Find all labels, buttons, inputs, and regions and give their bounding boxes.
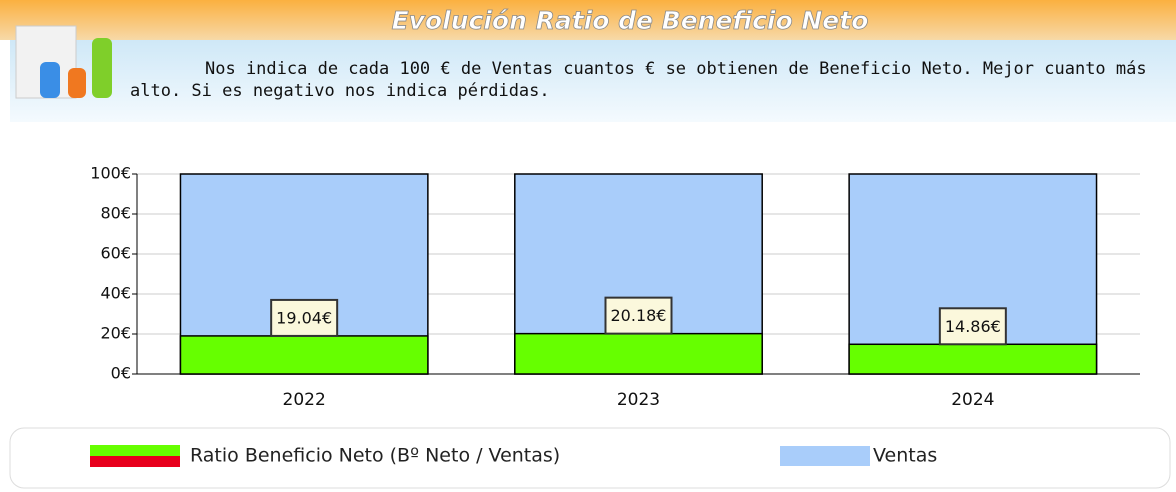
legend-swatch <box>90 445 180 456</box>
chart-icon <box>15 25 112 99</box>
y-tick-label: 0€ <box>111 364 131 383</box>
legend-label: Ratio Beneficio Neto (Bº Neto / Ventas) <box>190 445 560 467</box>
x-tick-label: 2022 <box>283 390 326 410</box>
value-label: 14.86€ <box>945 317 1001 336</box>
y-tick-label: 100€ <box>90 164 131 183</box>
y-tick-label: 40€ <box>100 284 131 303</box>
chart-title: Evolución Ratio de Beneficio Neto <box>392 6 869 35</box>
value-label-box <box>938 307 1007 346</box>
bar <box>514 332 763 375</box>
y-tick-label: 80€ <box>100 204 131 223</box>
y-tick-label: 20€ <box>100 324 131 343</box>
header-band <box>0 0 1176 40</box>
bar <box>179 335 429 375</box>
y-tick-label: 60€ <box>100 244 131 263</box>
legend-label: Ventas <box>873 445 937 467</box>
legend-swatch <box>780 446 870 466</box>
x-tick-label: 2024 <box>951 390 994 410</box>
chart-subtitle: Nos indica de cada 100 € de Ventas cuant… <box>130 59 1147 101</box>
value-label-box <box>604 296 673 335</box>
description-band <box>10 40 1176 122</box>
x-tick-label: 2023 <box>617 390 660 410</box>
value-label-box <box>270 298 339 337</box>
value-label: 19.04€ <box>276 308 332 327</box>
value-label: 20.18€ <box>611 306 667 325</box>
bar <box>848 343 1098 375</box>
legend-box <box>9 427 1171 489</box>
legend-swatch-negative <box>90 456 180 467</box>
